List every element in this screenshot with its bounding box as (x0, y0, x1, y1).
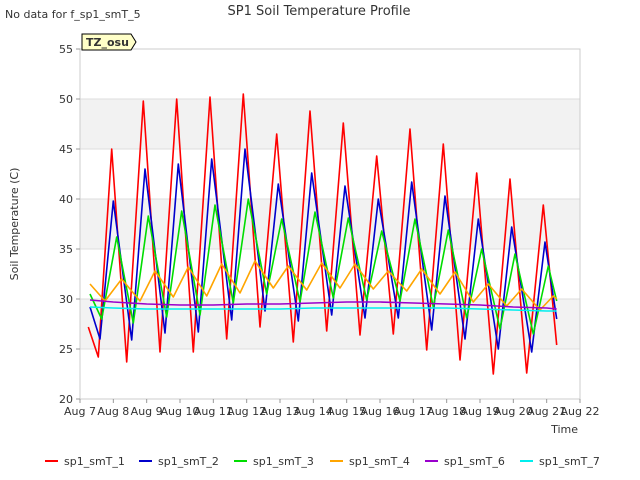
legend: sp1_smT_1 sp1_smT_2 sp1_smT_3 sp1_smT_4 sp1_… (45, 455, 600, 468)
x-tick-label: Aug 15 (327, 405, 366, 418)
background-bands (80, 99, 580, 349)
series-line-sp1_smT_4 (89, 260, 558, 311)
x-tick-label: Aug 21 (527, 405, 566, 418)
legend-label: sp1_smT_4 (349, 455, 410, 468)
y-tick-label: 50 (59, 93, 73, 106)
y-tick-label: 30 (59, 293, 73, 306)
y-tick-label: 45 (59, 143, 73, 156)
series-lines (87, 93, 558, 375)
series-line-sp1_smT_7 (89, 306, 557, 312)
y-axis-ticks: 20 25 30 35 40 45 50 55 (59, 43, 80, 406)
legend-label: sp1_smT_7 (539, 455, 600, 468)
x-tick-label: Aug 12 (227, 405, 266, 418)
legend-label: sp1_smT_3 (253, 455, 314, 468)
x-tick-label: Aug 9 (131, 405, 163, 418)
x-tick-label: Aug 19 (461, 405, 500, 418)
timezone-badge-box (81, 33, 137, 51)
series-line-sp1_smT_3 (89, 198, 558, 335)
y-tick-label: 55 (59, 43, 73, 56)
x-tick-label: Aug 18 (427, 405, 466, 418)
timezone-badge-text: TZ_osu (86, 36, 129, 49)
legend-label: sp1_smT_2 (158, 455, 219, 468)
legend-label: sp1_smT_6 (444, 455, 505, 468)
no-data-note: No data for f_sp1_smT_5 (5, 8, 141, 21)
y-tick-label: 35 (59, 243, 73, 256)
x-axis-label: Time (550, 423, 578, 436)
x-tick-label: Aug 20 (494, 405, 533, 418)
y-tick-label: 40 (59, 193, 73, 206)
x-tick-label: Aug 7 (64, 405, 96, 418)
chart-title: SP1 Soil Temperature Profile (228, 4, 411, 19)
x-tick-label: Aug 10 (161, 405, 200, 418)
legend-label: sp1_smT_1 (64, 455, 125, 468)
timezone-badge: TZ_osu (81, 33, 137, 51)
x-tick-label: Aug 22 (561, 405, 600, 418)
y-tick-label: 25 (59, 343, 73, 356)
series-line-sp1_smT_6 (89, 299, 557, 310)
background-band (80, 199, 580, 249)
background-band (80, 99, 580, 149)
x-tick-label: Aug 13 (261, 405, 300, 418)
x-tick-label: Aug 16 (361, 405, 400, 418)
y-axis-label: Soil Temperature (C) (8, 168, 21, 281)
y-tick-label: 20 (59, 393, 73, 406)
x-tick-label: Aug 17 (394, 405, 433, 418)
x-tick-label: Aug 8 (97, 405, 129, 418)
x-tick-label: Aug 11 (194, 405, 233, 418)
plot-frame (79, 48, 581, 400)
x-tick-label: Aug 14 (294, 405, 333, 418)
